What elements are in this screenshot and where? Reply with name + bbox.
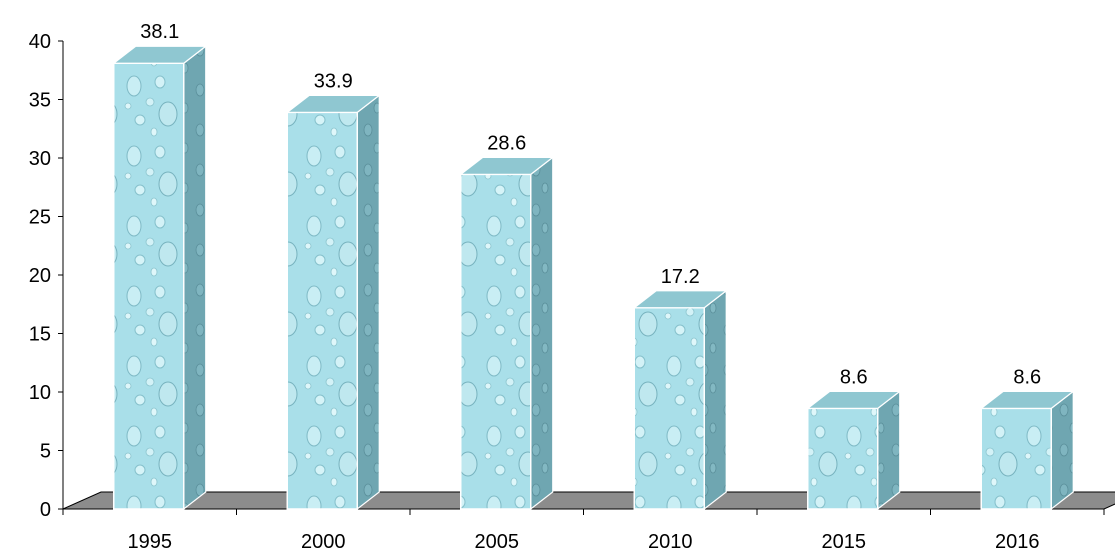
- data-label: 17.2: [661, 266, 700, 288]
- data-label: 8.6: [1013, 366, 1041, 388]
- bar-2015: [805, 390, 902, 511]
- data-label: 8.6: [840, 366, 868, 388]
- bar-side: [530, 156, 554, 511]
- bar-front: [980, 407, 1052, 510]
- bar-side: [703, 289, 727, 511]
- chart-axis-layer: 0 5 10 15 20 25 30 35 40: [29, 31, 1105, 521]
- x-tick-label: 2005: [475, 531, 520, 553]
- x-tick-label: 2015: [822, 531, 867, 553]
- y-tick-label: 10: [29, 382, 51, 404]
- bar-front: [460, 173, 532, 510]
- bar-front: [807, 407, 879, 510]
- chart-bars-layer: [111, 45, 1076, 511]
- y-tick-label: 25: [29, 207, 51, 229]
- bar-side: [877, 390, 901, 511]
- bar-2005: [458, 156, 555, 511]
- data-label: 33.9: [314, 70, 353, 92]
- x-tick-label: 2016: [995, 531, 1040, 553]
- bar-front: [286, 111, 358, 510]
- x-tick-label: 2010: [648, 531, 693, 553]
- data-label: 28.6: [487, 132, 526, 154]
- y-tick-label: 30: [29, 148, 51, 170]
- chart-labels-layer: 1995 2000 2005 2010 2015 2016 38.1 33.9 28.6 17.2…: [128, 21, 1042, 553]
- y-tick-label: 0: [40, 499, 51, 521]
- bar-top: [458, 156, 555, 175]
- bar-top: [632, 290, 729, 309]
- y-tick-label: 5: [40, 441, 51, 463]
- y-tick-label: 15: [29, 324, 51, 346]
- bar-front: [113, 62, 185, 510]
- chart-floor-layer: [62, 491, 1115, 510]
- bar-top: [805, 390, 902, 409]
- x-tick-label: 1995: [128, 531, 173, 553]
- bar-2010: [632, 289, 729, 511]
- y-tick-label: 40: [29, 31, 51, 53]
- y-tick-label: 35: [29, 90, 51, 112]
- x-tick-label: 2000: [301, 531, 346, 553]
- bar-side: [183, 45, 207, 511]
- bar-top: [285, 94, 382, 113]
- bar-front: [633, 307, 705, 510]
- bar-2016: [979, 390, 1076, 511]
- bar-top: [979, 390, 1076, 409]
- chart-floor: [62, 491, 1115, 510]
- data-label: 38.1: [140, 21, 179, 43]
- y-tick-label: 20: [29, 265, 51, 287]
- bar-top: [111, 45, 208, 64]
- bar-2000: [285, 94, 382, 511]
- bar-side: [1050, 390, 1074, 511]
- bar-1995: [111, 45, 208, 511]
- bar-side: [356, 94, 380, 511]
